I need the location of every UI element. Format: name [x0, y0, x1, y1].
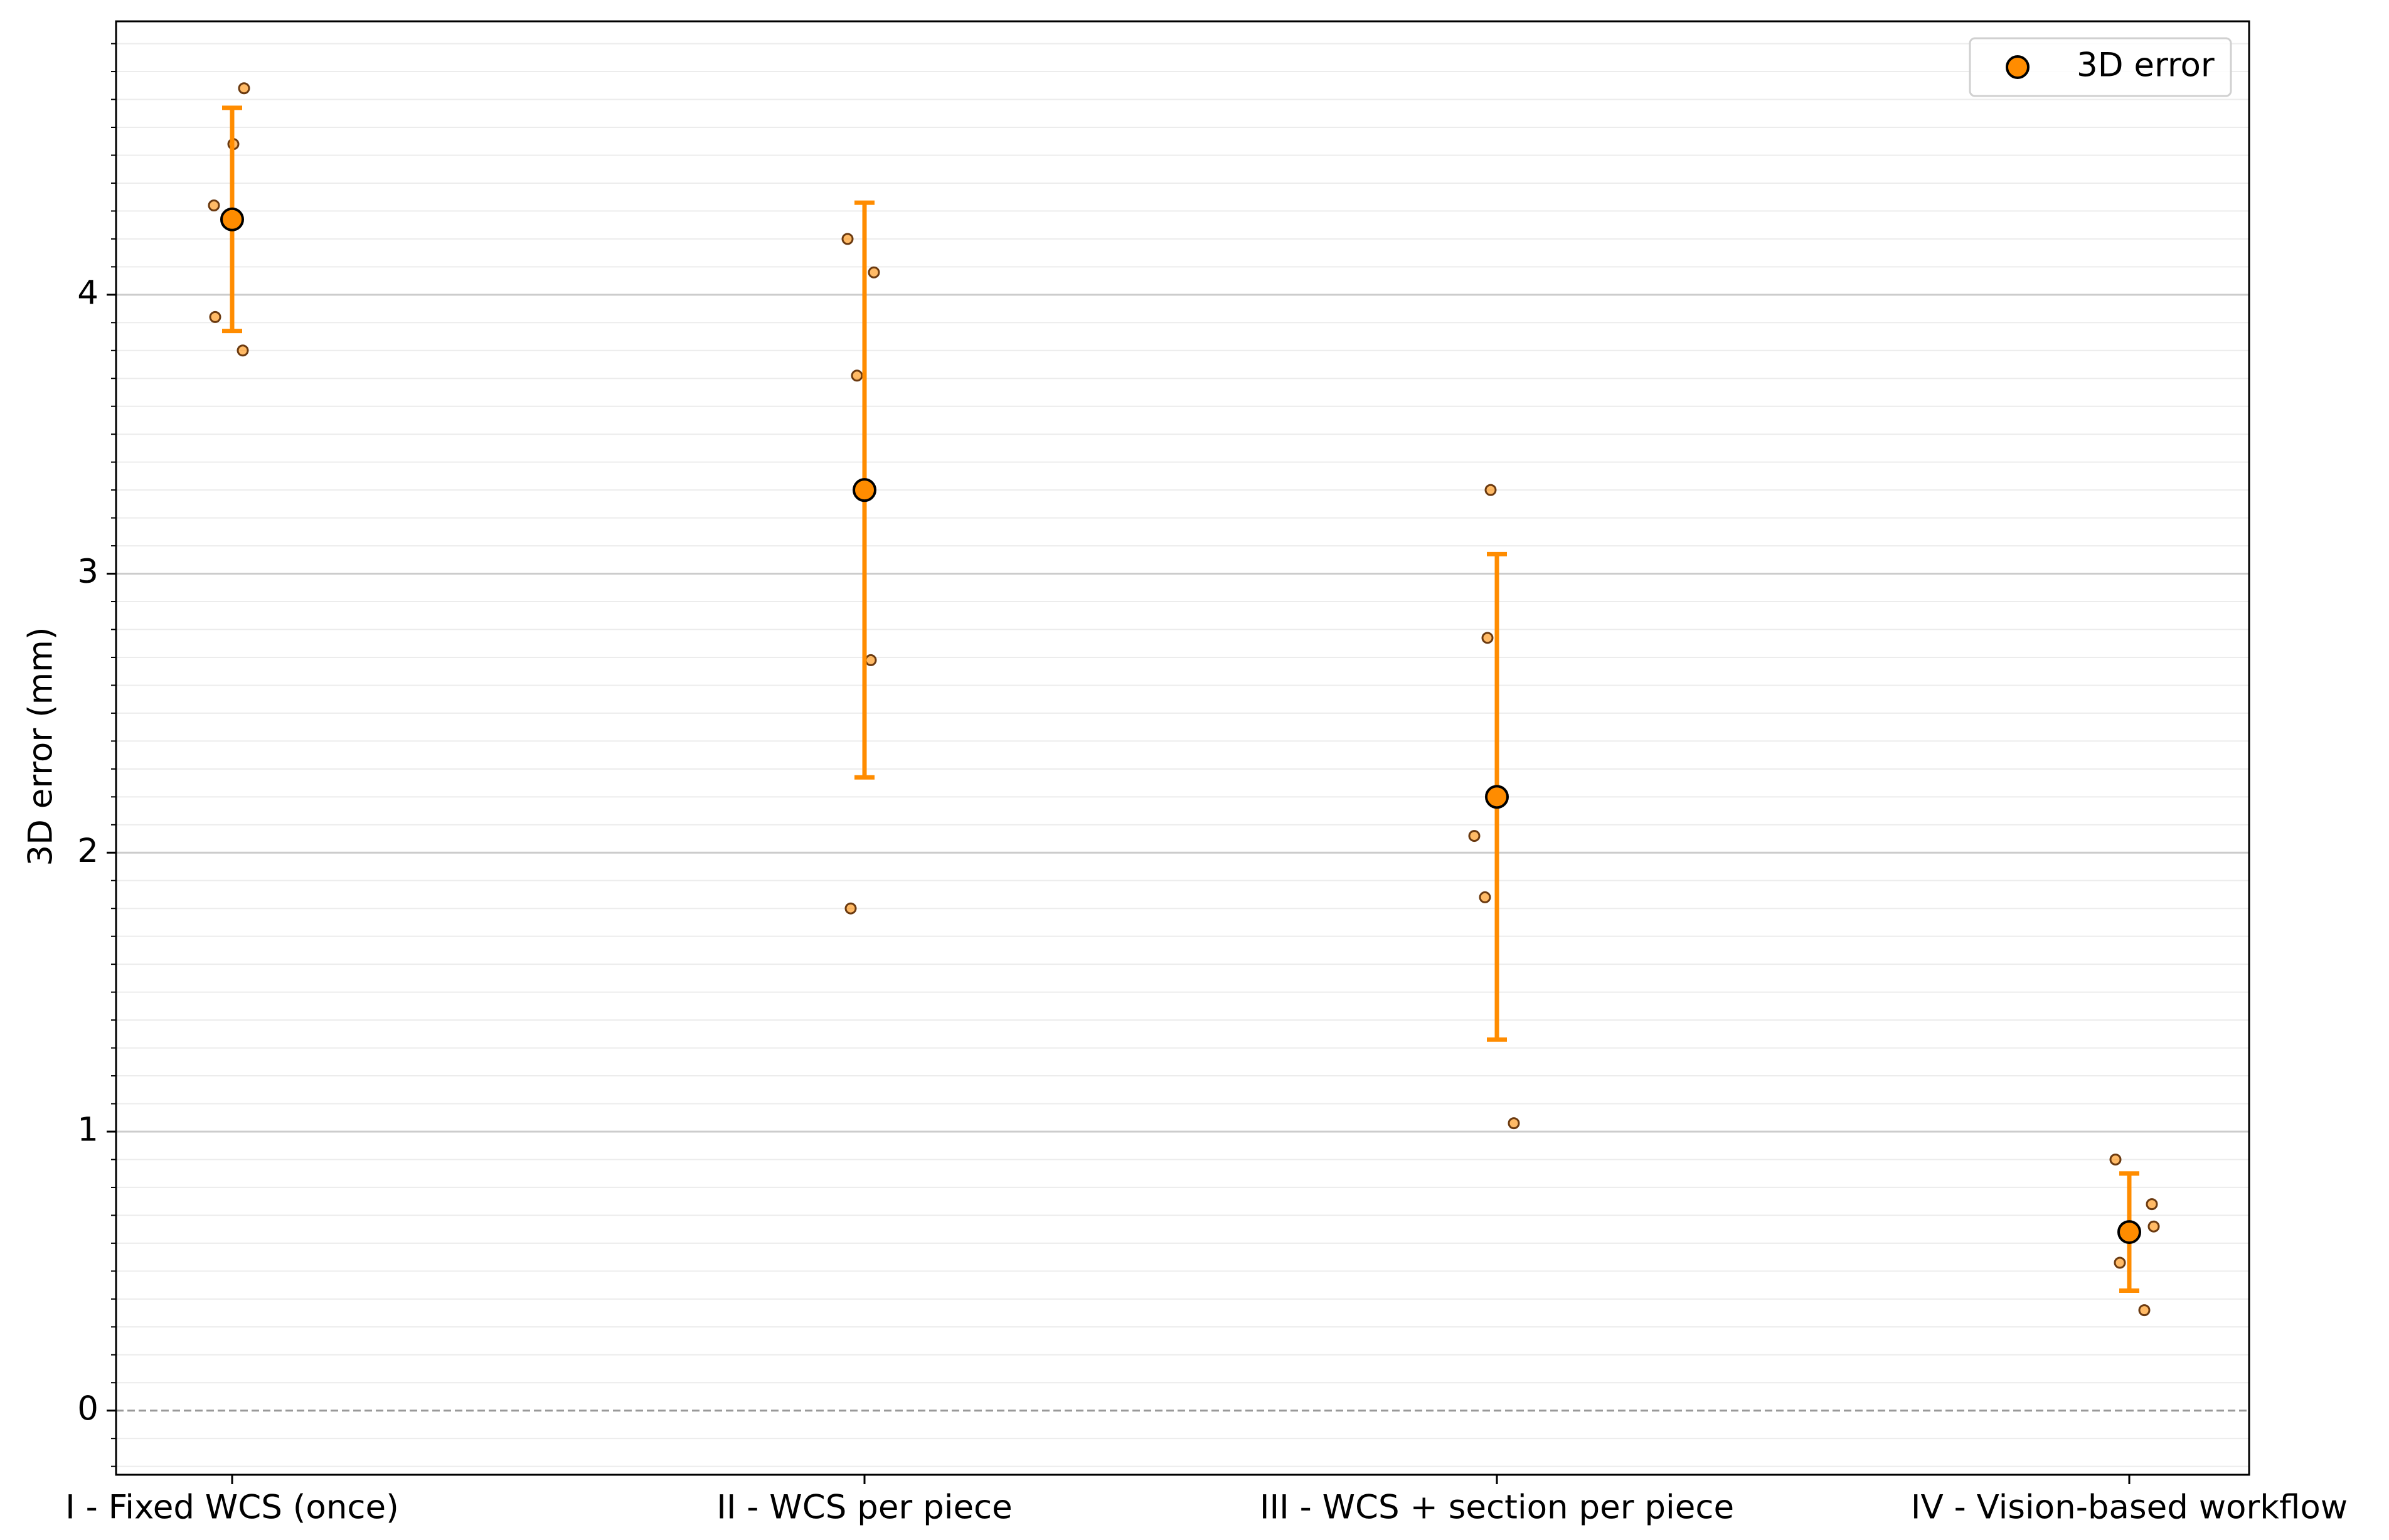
observation-point [2109, 1153, 2122, 1166]
y-axis-label: 3D error (mm) [22, 627, 60, 866]
observation-point [1481, 632, 1494, 644]
observation-point [865, 654, 877, 666]
observation-point [209, 311, 221, 323]
observation-point [1479, 891, 1491, 903]
x-tick-label: II - WCS per piece [716, 1489, 1013, 1527]
mean-point [220, 207, 244, 231]
mean-point [853, 478, 876, 502]
observation-point [1468, 830, 1481, 842]
observation-point [851, 369, 863, 382]
legend-box [1969, 37, 2232, 97]
legend-marker [2006, 55, 2030, 79]
observation-point [2114, 1256, 2126, 1269]
y-tick-label: 2 [77, 832, 98, 870]
y-tick-label: 1 [77, 1111, 98, 1149]
y-tick-label: 3 [77, 553, 98, 591]
observation-point [1508, 1117, 1520, 1130]
x-tick-label: IV - Vision-based workflow [1911, 1489, 2348, 1527]
observation-point [841, 233, 854, 245]
x-tick-label: I - Fixed WCS (once) [65, 1489, 399, 1527]
observation-point [2138, 1304, 2151, 1317]
y-tick-label: 0 [77, 1389, 98, 1428]
observation-point [2146, 1198, 2158, 1211]
legend-label: 3D error [2077, 46, 2215, 85]
x-tick-label: III - WCS + section per piece [1260, 1489, 1734, 1527]
observation-point [237, 344, 249, 357]
observation-point [1484, 484, 1497, 496]
marks [208, 82, 2160, 1317]
observation-point [868, 266, 880, 279]
axes-frame [115, 20, 2250, 1476]
observation-point [208, 199, 220, 212]
observation-point [844, 902, 857, 915]
mean-point [2117, 1220, 2141, 1245]
grid [116, 43, 2249, 1467]
observation-point [2147, 1220, 2160, 1233]
mean-point [1485, 785, 1509, 809]
observation-point [238, 82, 250, 95]
y-tick-label: 4 [77, 273, 98, 312]
